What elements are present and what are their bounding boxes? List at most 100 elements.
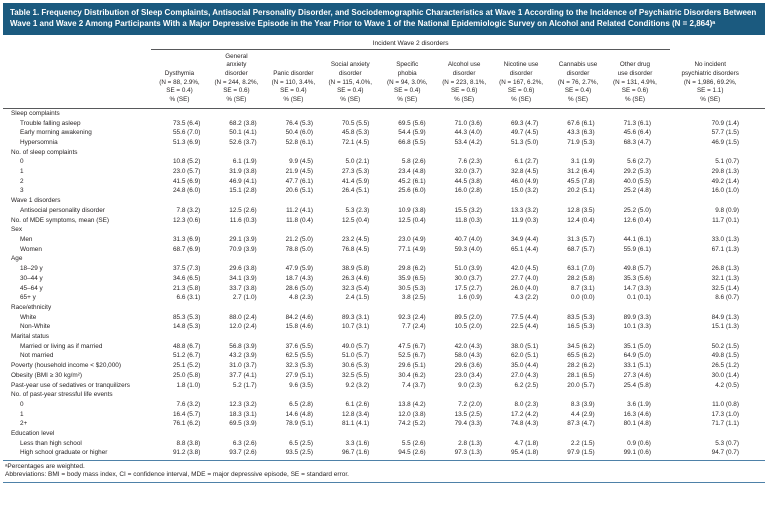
value-cell: 74.2 (5.2): [398, 420, 426, 428]
value-cell: 1.8 (1.0): [176, 381, 201, 389]
value-cell: 33.7 (3.8): [229, 284, 257, 292]
value-cell: [376, 148, 432, 158]
value-cell: 11.7 (0.1): [712, 216, 739, 224]
value-cell: 32.5 (1.4): [711, 284, 739, 292]
table-row: Obesity (BMI ≥ 30 kg/m²) 25.0 (5.8) 37.7 (…: [3, 371, 765, 381]
value-cell: 7.2 (2.0): [458, 400, 482, 408]
value-cell: 45.8 (5.3): [341, 129, 370, 137]
value-cell: [376, 429, 432, 439]
value-cell: 29.6 (5.1): [398, 362, 426, 370]
value-cell: [433, 196, 489, 206]
value-cell: 11.0 (0.8): [712, 400, 739, 408]
value-cell: 30.6 (5.3): [341, 362, 370, 370]
column-header: Dysthymia (N = 88, 2.9%, SE = 0.4) % (SE…: [159, 70, 200, 104]
value-cell: [264, 148, 320, 158]
value-cell: 33.0 (1.3): [711, 235, 739, 243]
value-cell: 63.1 (7.0): [567, 265, 595, 273]
value-cell: [320, 390, 376, 400]
value-cell: 27.7 (4.0): [510, 274, 539, 282]
value-cell: 72.1 (4.5): [341, 138, 370, 146]
value-cell: 89.5 (2.0): [454, 313, 482, 321]
value-cell: 47.9 (5.9): [285, 265, 313, 273]
value-cell: 32.3 (5.4): [341, 284, 370, 292]
row-label: 2: [20, 177, 24, 185]
value-cell: 1.6 (0.9): [458, 294, 482, 302]
value-cell: [545, 109, 601, 119]
value-cell: 52.5 (6.7): [398, 352, 426, 360]
value-cell: 76.1 (6.2): [172, 420, 201, 428]
value-cell: 44.5 (3.8): [454, 177, 482, 185]
row-label: 45–64 y: [20, 284, 43, 292]
value-cell: 10.8 (5.2): [172, 158, 201, 166]
value-cell: 5.3 (2.3): [345, 206, 370, 214]
value-cell: 70.9 (1.4): [711, 119, 739, 127]
column-header: Nicotine use disorder (N = 167, 6.2%, SE…: [499, 61, 544, 104]
table-row: Antisocial personality disorder 7.8 (3.2)…: [3, 206, 765, 216]
value-cell: 3.8 (2.5): [401, 294, 426, 302]
value-cell: 4.8 (2.3): [289, 294, 313, 302]
row-label: White: [20, 313, 37, 321]
value-cell: 31.2 (6.4): [567, 168, 595, 176]
value-cell: 51.0 (5.7): [341, 352, 370, 360]
table-bottom-rule: [3, 460, 765, 462]
value-cell: 53.4 (4.2): [454, 138, 482, 146]
value-cell: 73.5 (6.4): [172, 119, 201, 127]
section-row: Sex: [3, 225, 765, 235]
section-row: Race/ethnicity: [3, 303, 765, 313]
value-cell: 79.4 (3.3): [454, 420, 482, 428]
value-cell: 29.2 (5.3): [623, 168, 651, 176]
value-cell: [151, 109, 207, 119]
value-cell: [545, 332, 601, 342]
value-cell: 14.7 (3.3): [623, 284, 651, 292]
value-cell: 50.1 (4.1): [229, 129, 257, 137]
table-row: 3 24.8 (6.0) 15.1 (2.8) 20.6 (5.1) 26.4 (5.1…: [3, 186, 765, 196]
value-cell: [320, 225, 376, 235]
value-cell: 26.0 (4.0): [510, 284, 539, 292]
value-cell: 25.0 (5.8): [172, 371, 201, 379]
value-cell: 6.6 (3.1): [176, 294, 201, 302]
value-cell: 26.3 (4.6): [341, 274, 370, 282]
value-cell: [376, 196, 432, 206]
value-cell: 6.1 (2.6): [345, 400, 370, 408]
value-cell: 70.5 (5.5): [341, 119, 370, 127]
value-cell: 74.8 (4.3): [510, 420, 539, 428]
value-cell: 25.1 (5.2): [172, 362, 201, 370]
value-cell: 2.7 (1.0): [232, 294, 257, 302]
value-cell: [376, 225, 432, 235]
row-label: 3: [20, 187, 24, 195]
value-cell: 12.0 (3.8): [398, 410, 426, 418]
value-cell: 94.5 (2.6): [398, 449, 426, 457]
value-cell: 20.6 (5.1): [285, 187, 313, 195]
value-cell: 35.9 (6.5): [398, 274, 426, 282]
table-row: Women 68.7 (6.9) 70.9 (3.9) 78.8 (5.0) 76.8 …: [3, 245, 765, 255]
row-label: Non-White: [20, 323, 51, 331]
value-cell: 55.6 (7.0): [172, 129, 201, 137]
value-cell: 23.2 (4.5): [341, 235, 370, 243]
spanner-row: Incident Wave 2 disorders: [3, 40, 765, 50]
value-cell: 89.3 (3.1): [341, 313, 370, 321]
table-row: White 85.3 (5.3) 88.0 (2.4) 84.2 (4.6) 89.3 …: [3, 313, 765, 323]
value-cell: [151, 148, 207, 158]
value-cell: 12.0 (2.4): [229, 323, 257, 331]
value-cell: 30.4 (6.2): [398, 371, 426, 379]
value-cell: [207, 196, 263, 206]
value-cell: [151, 254, 207, 264]
value-cell: 5.2 (1.7): [232, 381, 257, 389]
value-cell: [264, 109, 320, 119]
value-cell: 44.3 (4.0): [454, 129, 482, 137]
value-cell: [376, 254, 432, 264]
value-cell: 25.4 (5.8): [623, 381, 651, 389]
value-cell: [207, 225, 263, 235]
table-row: Poverty (household income < $20,000) 25.1…: [3, 361, 765, 371]
value-cell: 41.5 (6.9): [172, 177, 201, 185]
column-spanner: Incident Wave 2 disorders: [151, 40, 671, 50]
value-cell: 33.1 (5.1): [623, 362, 651, 370]
column-header: General anxiety disorder (N = 244, 8.2%,…: [214, 52, 259, 104]
value-cell: 50.2 (1.5): [711, 342, 739, 350]
table-row: 18–29 y 37.5 (7.3) 29.6 (3.8) 47.9 (5.9) 38.…: [3, 264, 765, 274]
value-cell: [320, 429, 376, 439]
value-cell: [264, 303, 320, 313]
table-row: Hypersomnia 51.3 (6.9) 52.6 (3.7) 52.8 (6.1…: [3, 138, 765, 148]
value-cell: 46.0 (4.9): [510, 177, 539, 185]
value-cell: 10.9 (3.8): [398, 206, 426, 214]
